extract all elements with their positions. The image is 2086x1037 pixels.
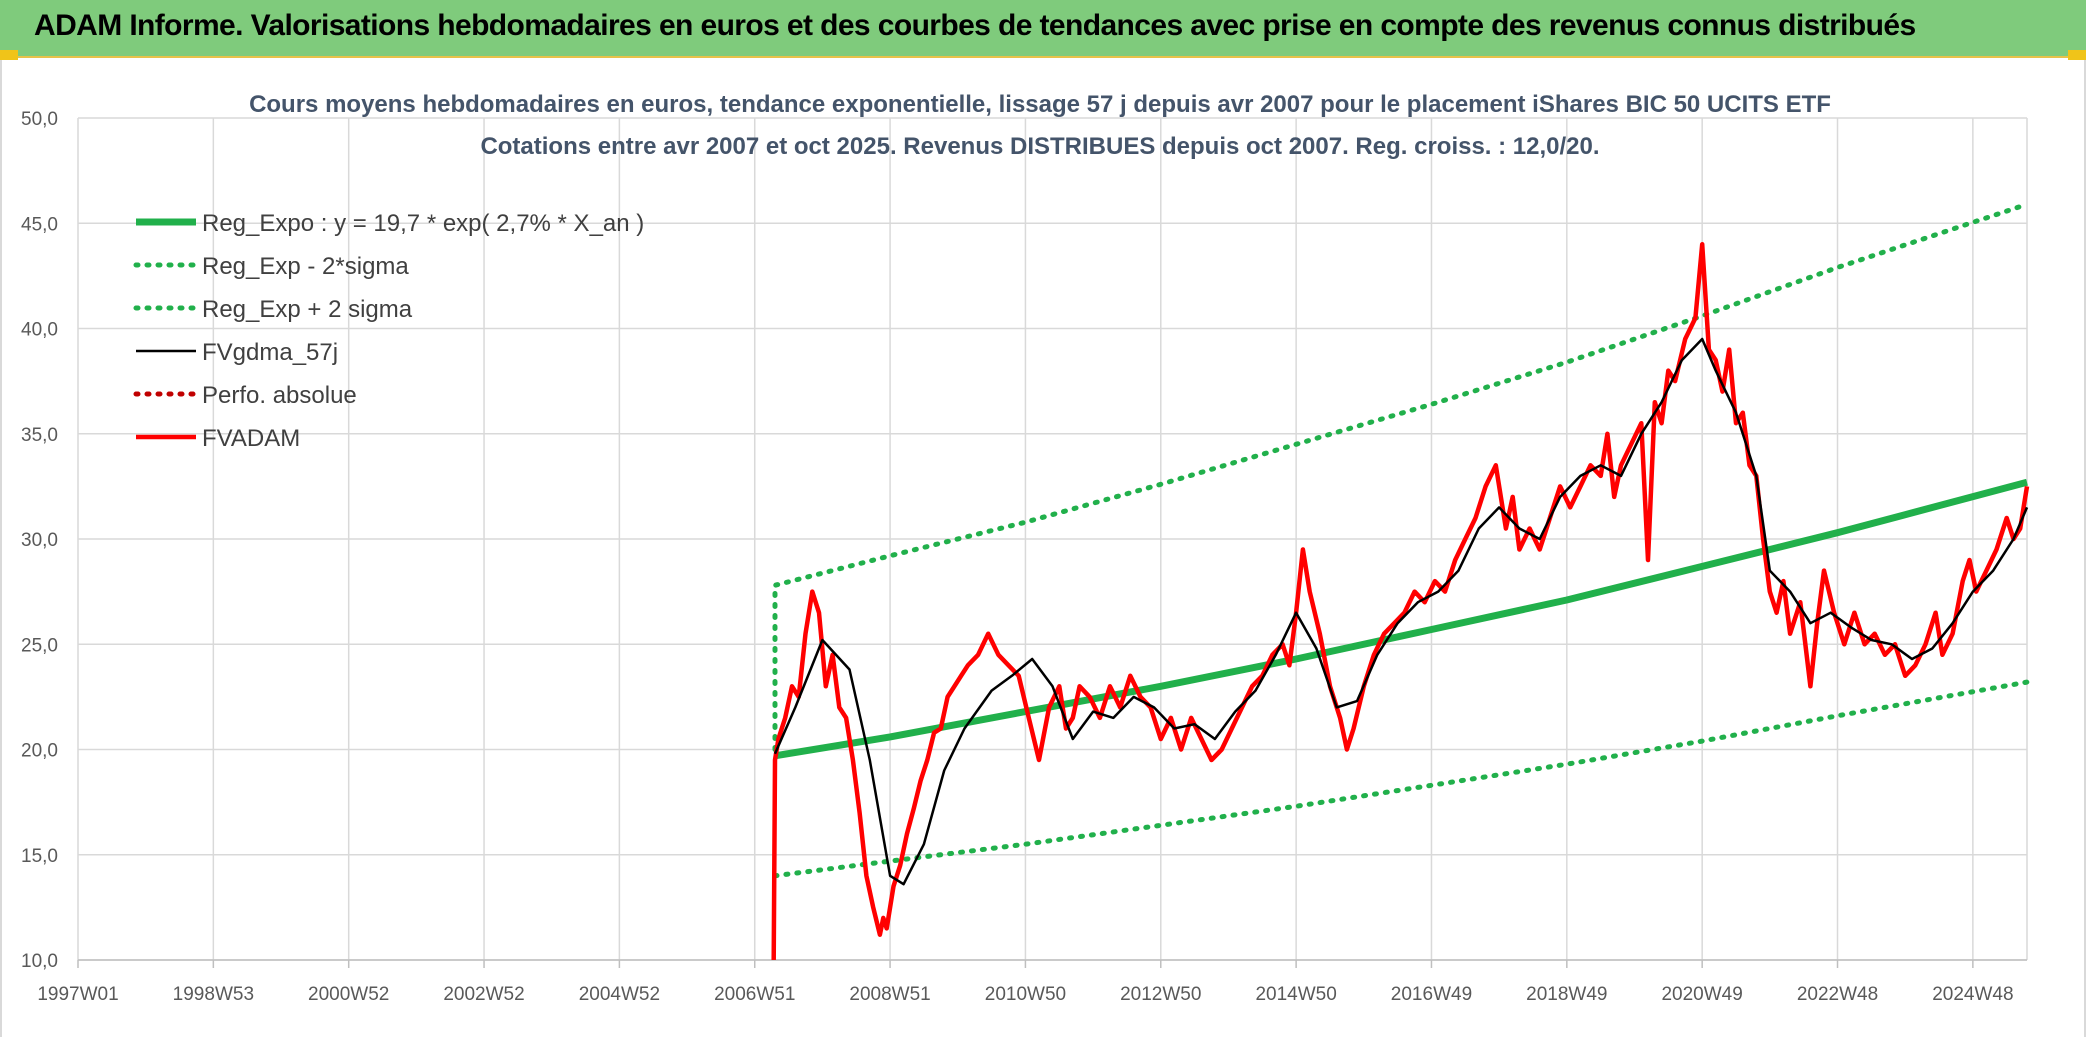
legend-label: FVgdma_57j [202,339,338,366]
x-tick-label: 2010W50 [985,984,1066,1005]
series-line-1 [772,679,2030,879]
y-tick-label: 25,0 [21,635,58,656]
x-tick-label: 2024W48 [1932,984,2013,1005]
header-banner: ADAM Informe. Valorisations hebdomadaire… [0,0,2086,58]
y-tick-label: 30,0 [21,530,58,551]
y-tick-label: 15,0 [21,846,58,867]
banner-accent-right [2068,50,2086,60]
y-tick-label: 10,0 [21,951,58,972]
legend-label: FVADAM [202,425,300,452]
series-layer [771,201,2030,961]
y-tick-label: 45,0 [21,214,58,235]
series-line-0 [774,478,2028,760]
chart-frame [0,60,2086,1037]
legend-label: Reg_Exp - 2*sigma [202,253,409,280]
x-tick-label: 2008W51 [849,984,930,1005]
x-tick-label: 2002W52 [443,984,524,1005]
x-tick-label: 2014W50 [1255,984,1336,1005]
x-tick-label: 1997W01 [37,984,118,1005]
banner-accent-left [0,50,18,60]
legend-label: Reg_Expo : y = 19,7 * exp( 2,7% * X_an ) [202,210,644,237]
y-tick-label: 50,0 [21,109,58,130]
tick-labels: 10,0 15,0 20,0 25,0 30,0 35,0 40,0 45,0 50,0 1997… [21,109,2014,1005]
x-tick-label: 2012W50 [1120,984,1201,1005]
x-tick-label: 2016W49 [1391,984,1472,1005]
x-tick-label: 1998W53 [173,984,254,1005]
page-title: ADAM Informe. Valorisations hebdomadaire… [34,9,1916,42]
legend-label: Reg_Exp + 2 sigma [202,296,413,323]
y-tick-label: 20,0 [21,741,58,762]
x-tick-label: 2000W52 [308,984,389,1005]
series-line-5 [771,242,2030,961]
series-line-3 [773,337,2029,886]
y-tick-label: 40,0 [21,320,58,341]
x-tick-label: 2004W52 [579,984,660,1005]
grid [77,117,2028,968]
x-tick-label: 2020W49 [1661,984,1742,1005]
legend: Reg_Expo : y = 19,7 * exp( 2,7% * X_an )… [133,210,644,452]
x-tick-label: 2018W49 [1526,984,1607,1005]
legend-label: Perfo. absolue [202,382,357,409]
x-tick-label: 2006W51 [714,984,795,1005]
series-line-2 [772,201,2030,752]
x-tick-label: 2022W48 [1797,984,1878,1005]
chart-title-line-1: Cours moyens hebdomadaires en euros, ten… [249,91,1831,118]
y-tick-label: 35,0 [21,425,58,446]
chart-title-line-2: Cotations entre avr 2007 et oct 2025. Re… [480,133,1599,160]
